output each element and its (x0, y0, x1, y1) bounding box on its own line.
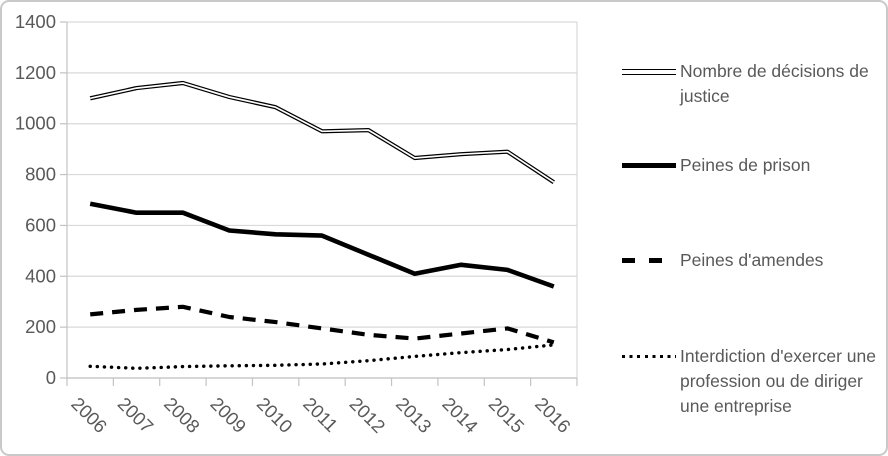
x-tick-label: 2012 (346, 393, 390, 437)
legend-label-prison: Peines de prison (680, 155, 811, 175)
series-line-interdiction (88, 343, 556, 370)
dashed-line-sample-icon (622, 258, 668, 263)
legend-sample-wrap (622, 344, 680, 369)
series-line-prison (89, 201, 555, 289)
series-line-decisions (89, 80, 555, 184)
double-line-sample-icon (622, 68, 676, 75)
x-tick-label: 2011 (299, 393, 342, 436)
x-tick-label: 2009 (206, 393, 250, 437)
legend-entry-amendes: Peines d'amendes (622, 248, 884, 273)
x-tick-label: 2010 (253, 393, 297, 437)
legend-sample-wrap (622, 153, 680, 178)
legend-entry-interdiction: Interdiction d'exercer une profession ou… (622, 344, 884, 419)
legend-label-decisions: Nombre de décisions de justice (680, 61, 869, 106)
solid-line-sample-icon (622, 163, 676, 168)
series-line-decisions-inner (90, 82, 555, 183)
legend-label-amendes: Peines d'amendes (680, 250, 824, 270)
series-line-amendes (89, 304, 555, 345)
y-tick-label: 200 (25, 316, 56, 337)
y-tick-label: 1000 (15, 113, 56, 134)
y-tick-label: 1400 (15, 11, 56, 32)
y-tick-label: 800 (25, 164, 56, 185)
legend-entry-decisions: Nombre de décisions de justice (622, 59, 884, 109)
x-tick-label: 2013 (392, 393, 436, 437)
x-tick-label: 2016 (531, 393, 575, 437)
legend-sample-wrap (622, 248, 680, 273)
dotted-line-sample-icon (622, 354, 676, 359)
legend-entry-prison: Peines de prison (622, 153, 884, 178)
x-tick-label: 2015 (485, 393, 529, 437)
y-tick-label: 0 (46, 367, 56, 388)
y-tick-label: 1200 (15, 62, 56, 83)
x-tick-label: 2006 (67, 393, 111, 437)
legend-sample-wrap (622, 59, 680, 84)
x-tick-label: 2008 (160, 393, 204, 437)
chart-legend: Nombre de décisions de justice Peines de… (622, 2, 884, 454)
y-tick-label: 600 (25, 214, 56, 235)
y-tick-label: 400 (25, 265, 56, 286)
legend-label-interdiction: Interdiction d'exercer une profession ou… (680, 346, 876, 416)
x-tick-label: 2014 (438, 393, 482, 437)
x-tick-label: 2007 (114, 393, 158, 437)
